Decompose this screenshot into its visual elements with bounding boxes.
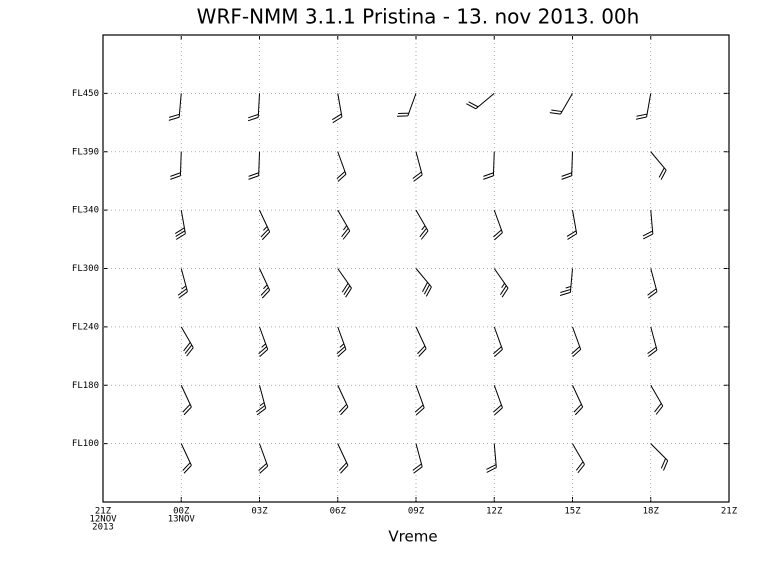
wind-barb [493, 209, 503, 241]
wind-barb [566, 210, 578, 240]
wind-barb [412, 443, 423, 474]
y-tick-label: FL450 [72, 89, 99, 99]
wind-barb [248, 151, 260, 180]
x-tick-label: 03Z [251, 507, 268, 517]
wind-barb [415, 209, 429, 240]
x-tick-label: 06Z [330, 507, 347, 517]
wind-barb [397, 93, 417, 117]
wind-barb [415, 326, 427, 357]
x-tick-label: 12Z [486, 507, 503, 517]
y-tick-label: FL300 [72, 264, 99, 274]
x-date-label: 12NOV [89, 515, 117, 525]
wind-barb [559, 268, 573, 297]
x-tick-label: 21Z [721, 507, 738, 517]
wind-barb [258, 443, 269, 474]
wind-barb [259, 209, 271, 241]
wind-barb [466, 92, 495, 110]
wind-barb [561, 151, 573, 180]
wind-barb [493, 326, 503, 357]
y-tick-label: FL340 [72, 206, 99, 216]
wind-barb [414, 385, 425, 416]
wind-barb [337, 209, 351, 240]
wind-barb [168, 93, 182, 121]
wind-barb [571, 326, 582, 357]
x-tick-label: 21Z [95, 507, 112, 517]
wind-barb [177, 268, 188, 299]
wind-barb [650, 151, 667, 180]
wind-barb [572, 385, 584, 416]
wind-barb [247, 93, 260, 122]
x-tick-label: 18Z [643, 507, 660, 517]
wind-barb [486, 443, 497, 473]
wind-barb [258, 326, 269, 357]
wind-barb [650, 443, 669, 471]
x-tick-label: 09Z [408, 507, 425, 517]
wind-barb [337, 385, 349, 416]
wind-barb [415, 268, 432, 297]
wind-barb [483, 151, 495, 180]
wind-barb [180, 326, 194, 357]
wind-barb [170, 151, 182, 180]
wind-barb [180, 443, 192, 474]
x-tick-label: 15Z [564, 507, 581, 517]
wind-barb [336, 326, 347, 357]
y-tick-label: FL390 [72, 147, 99, 157]
wind-barb [635, 93, 652, 120]
wind-barb [549, 93, 573, 115]
wind-barb [337, 443, 349, 474]
x-date-label: 2013 [92, 523, 114, 533]
chart-title: WRF-NMM 3.1.1 Pristina - 13. nov 2013. 0… [197, 5, 640, 29]
wind-barb [642, 210, 654, 240]
wind-barb [493, 385, 503, 416]
wind-barb [647, 326, 658, 357]
wind-barb [259, 268, 271, 299]
wind-barb [174, 210, 186, 240]
wind-barb [331, 93, 343, 124]
wind-barb [337, 268, 352, 298]
x-date-label: 13NOV [168, 515, 196, 525]
wind-barb [647, 268, 658, 299]
wind-barb [180, 385, 192, 416]
y-tick-label: FL100 [72, 439, 99, 449]
wind-barb [572, 443, 585, 474]
y-tick-label: FL240 [72, 322, 99, 332]
wind-barb [412, 151, 423, 182]
wind-barb [256, 385, 267, 416]
wind-barb [650, 385, 664, 415]
x-axis-label: Vreme [388, 528, 437, 546]
wind-barb [336, 151, 347, 182]
x-tick-label: 00Z [173, 507, 190, 517]
wind-barb [493, 268, 509, 298]
y-tick-label: FL180 [72, 381, 99, 391]
